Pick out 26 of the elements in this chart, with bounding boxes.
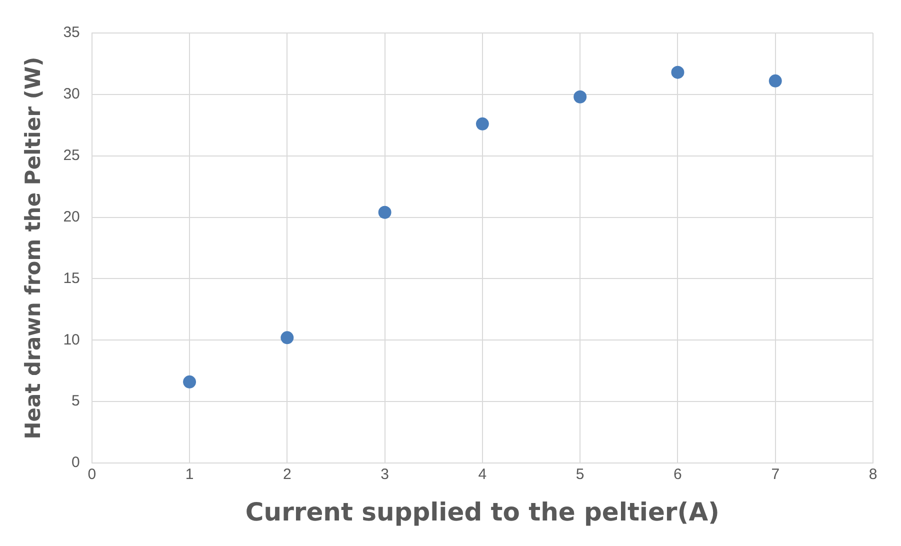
point: [183, 375, 196, 388]
x-tick-label: 5: [576, 466, 584, 484]
y-axis-title: Heat drawn from the Peltier (W): [21, 56, 46, 440]
point: [768, 74, 782, 88]
y-tick-label: 10: [63, 331, 80, 348]
x-tick-label: 0: [88, 466, 96, 484]
y-tick-label: 20: [63, 208, 80, 226]
x-tick-label: 2: [282, 466, 292, 484]
point: [671, 66, 684, 79]
point: [574, 90, 587, 104]
point: [378, 206, 392, 219]
y-tick-label: 0: [72, 454, 80, 472]
y-tick-label: 35: [63, 24, 80, 42]
y-tick-label: 30: [63, 86, 80, 103]
point: [280, 331, 294, 344]
y-tick-label: 5: [72, 392, 80, 410]
x-tick-label: 7: [771, 466, 780, 484]
x-axis-title: Current supplied to the peltier(A): [245, 498, 720, 526]
x-tick-label: 1: [185, 466, 194, 484]
y-tick-label: 15: [63, 270, 80, 287]
x-tick-label: 6: [674, 466, 682, 484]
x-tick-label: 3: [380, 466, 389, 484]
point: [476, 117, 489, 130]
y-tick-label: 25: [63, 147, 80, 164]
x-tick-label: 4: [478, 466, 487, 484]
x-tick-label: 8: [868, 466, 878, 484]
